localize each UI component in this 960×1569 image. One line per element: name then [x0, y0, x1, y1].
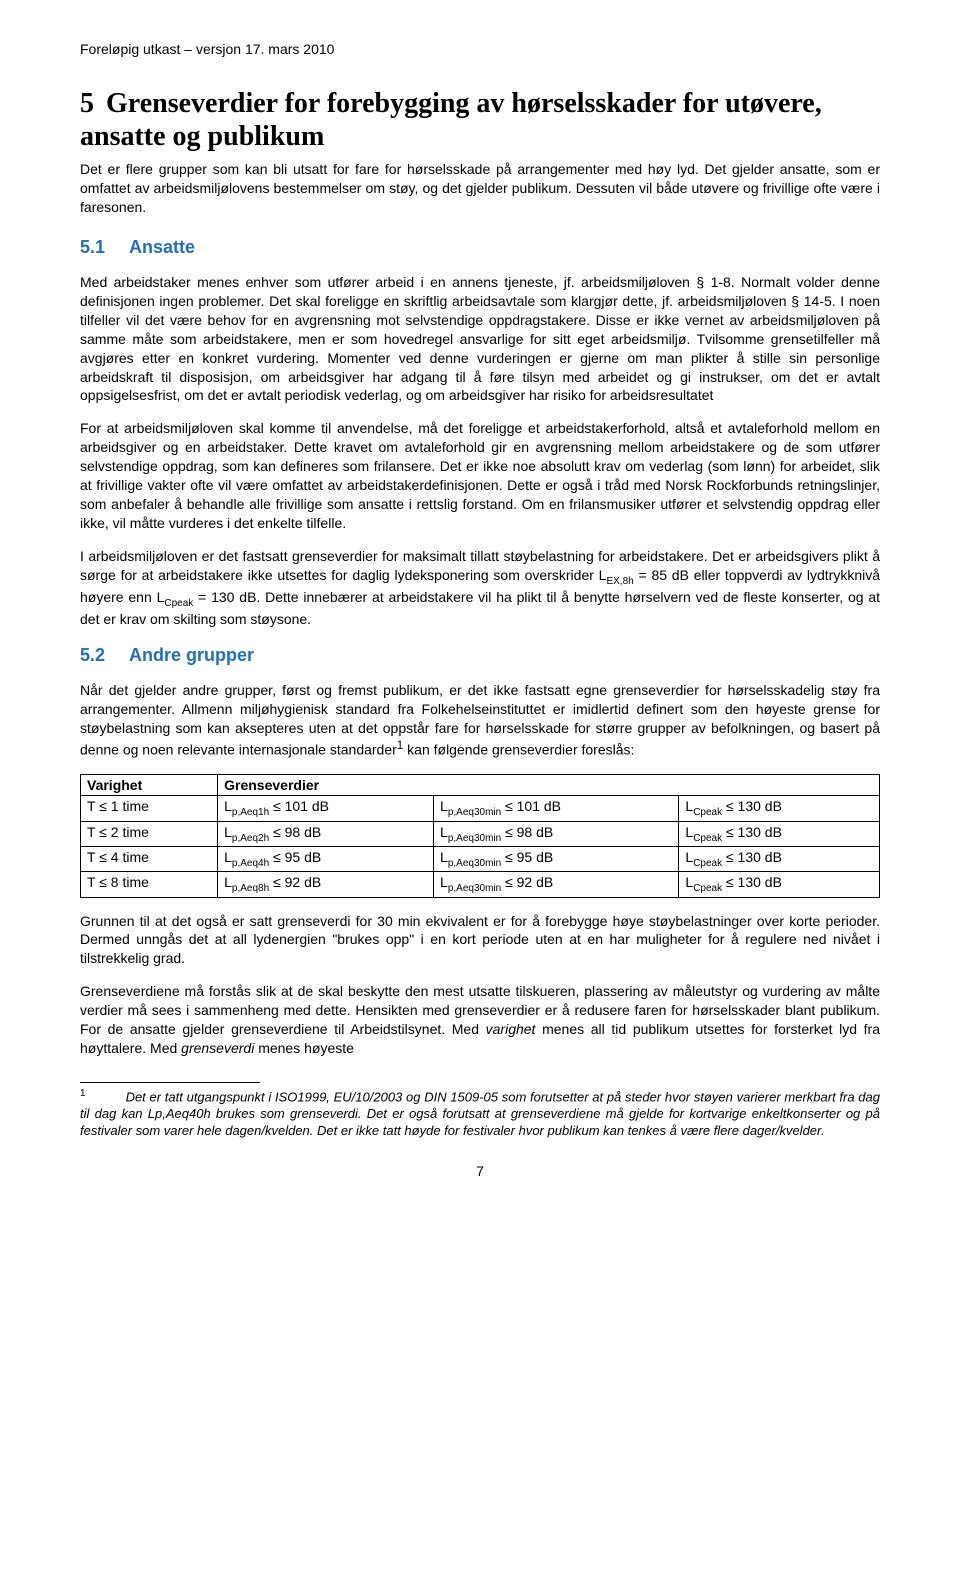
section-5-1-heading: 5.1 Ansatte: [80, 235, 880, 259]
cell-varighet: T ≤ 8 time: [81, 872, 218, 897]
cell-cpeak: LCpeak ≤ 130 dB: [679, 796, 880, 821]
footnote-1: 1Det er tatt utgangspunkt i ISO1999, EU/…: [80, 1087, 880, 1140]
chapter-title: 5Grenseverdier for forebygging av hørsel…: [80, 87, 880, 154]
table-row: T ≤ 2 timeLp,Aeq2h ≤ 98 dBLp,Aeq30min ≤ …: [81, 821, 880, 846]
s51-p3-sub2: Cpeak: [164, 598, 193, 609]
section-5-1-para-2: For at arbeidsmiljøloven skal komme til …: [80, 419, 880, 532]
intro-paragraph: Det er flere grupper som kan bli utsatt …: [80, 160, 880, 217]
cell-cpeak: LCpeak ≤ 130 dB: [679, 847, 880, 872]
chapter-title-text: Grenseverdier for forebygging av hørsels…: [80, 88, 822, 153]
cell-aeq: Lp,Aeq1h ≤ 101 dB: [218, 796, 434, 821]
section-5-1-number: 5.1: [80, 237, 105, 257]
col-varighet-header: Varighet: [81, 774, 218, 796]
cell-aeq30: Lp,Aeq30min ≤ 98 dB: [434, 821, 679, 846]
s52-p3-italic-2: grenseverdi: [181, 1040, 254, 1056]
section-5-1-title: Ansatte: [129, 237, 195, 257]
section-5-1-para-1: Med arbeidstaker menes enhver som utføre…: [80, 273, 880, 405]
cell-cpeak: LCpeak ≤ 130 dB: [679, 821, 880, 846]
section-5-2-para-1: Når det gjelder andre grupper, først og …: [80, 681, 880, 759]
section-5-2-number: 5.2: [80, 645, 105, 665]
cell-varighet: T ≤ 2 time: [81, 821, 218, 846]
table-row: T ≤ 8 timeLp,Aeq8h ≤ 92 dBLp,Aeq30min ≤ …: [81, 872, 880, 897]
section-5-2-para-3: Grenseverdiene må forstås slik at de ska…: [80, 982, 880, 1058]
cell-aeq: Lp,Aeq4h ≤ 95 dB: [218, 847, 434, 872]
s52-p3-text-c: menes høyeste: [254, 1040, 354, 1056]
footnote-mark: 1: [80, 1088, 86, 1099]
page-number: 7: [80, 1162, 880, 1181]
cell-aeq: Lp,Aeq8h ≤ 92 dB: [218, 872, 434, 897]
section-5-2-heading: 5.2 Andre grupper: [80, 643, 880, 667]
section-5-2-title: Andre grupper: [129, 645, 254, 665]
limits-table: Varighet Grenseverdier T ≤ 1 timeLp,Aeq1…: [80, 774, 880, 898]
cell-aeq30: Lp,Aeq30min ≤ 95 dB: [434, 847, 679, 872]
cell-varighet: T ≤ 4 time: [81, 847, 218, 872]
s52-p1-text-b: kan følgende grenseverdier foreslås:: [403, 742, 634, 758]
cell-cpeak: LCpeak ≤ 130 dB: [679, 872, 880, 897]
s51-p3-text-c: = 130 dB. Dette innebærer at arbeidstake…: [80, 589, 880, 627]
s51-p3-sub1: EX,8h: [606, 575, 633, 586]
cell-aeq30: Lp,Aeq30min ≤ 92 dB: [434, 872, 679, 897]
table-header-row: Varighet Grenseverdier: [81, 774, 880, 796]
table-row: T ≤ 4 timeLp,Aeq4h ≤ 95 dBLp,Aeq30min ≤ …: [81, 847, 880, 872]
cell-varighet: T ≤ 1 time: [81, 796, 218, 821]
col-grenseverdier-header: Grenseverdier: [218, 774, 880, 796]
chapter-number: 5: [80, 88, 94, 119]
section-5-2-para-2: Grunnen til at det også er satt grenseve…: [80, 912, 880, 969]
footnote-text: Det er tatt utgangspunkt i ISO1999, EU/1…: [80, 1089, 880, 1138]
table-row: T ≤ 1 timeLp,Aeq1h ≤ 101 dBLp,Aeq30min ≤…: [81, 796, 880, 821]
cell-aeq: Lp,Aeq2h ≤ 98 dB: [218, 821, 434, 846]
section-5-1-para-3: I arbeidsmiljøloven er det fastsatt gren…: [80, 547, 880, 629]
s52-p3-italic-1: varighet: [486, 1021, 536, 1037]
draft-header: Foreløpig utkast – versjon 17. mars 2010: [80, 40, 880, 59]
cell-aeq30: Lp,Aeq30min ≤ 101 dB: [434, 796, 679, 821]
footnote-separator: [80, 1082, 260, 1083]
